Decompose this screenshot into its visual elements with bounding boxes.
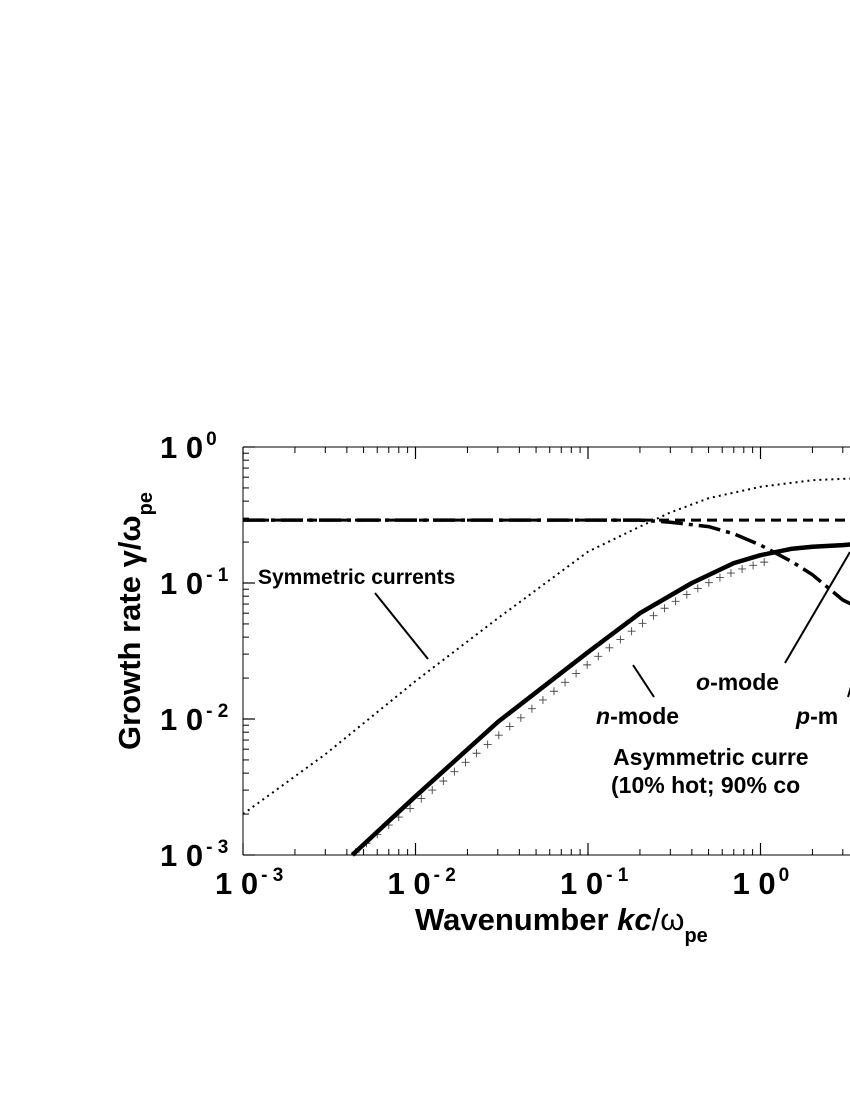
n-mode-marker [406,804,415,813]
x-axis-title-italic: kc [617,902,651,937]
n-mode-marker [549,687,558,696]
y-tick-label: 1 0- 2 [160,701,228,737]
n-mode-markers [351,558,769,857]
n-mode-marker [649,611,658,620]
x-axis-title-sub: pe [684,925,707,947]
y-axis-title-sub: pe [135,492,157,515]
o-mode-italic: o [696,669,710,695]
n-mode-marker [505,722,514,731]
n-mode-marker [715,573,724,582]
o-mode-line [243,518,850,606]
o-mode-leader-line [784,551,850,664]
n-mode-marker [638,619,647,628]
n-mode-marker [594,652,603,661]
n-mode-marker [738,564,747,573]
x-tick-label-exp: - 2 [434,865,456,886]
n-mode-marker [439,777,448,786]
n-mode-marker [450,767,459,776]
n-mode-marker [561,678,570,687]
y-axis-title-main: Growth rate γ/ω [112,515,147,750]
n-mode-marker [693,584,702,593]
y-tick-label-exp: - 3 [206,837,228,858]
y-tick-label-base: 1 0 [160,838,203,873]
n-mode-marker [572,669,581,678]
x-tick-label: 1 0- 1 [560,865,629,901]
y-axis-title: Growth rate γ/ωpe [112,492,157,750]
n-mode-marker [726,569,735,578]
n-mode-marker [527,704,536,713]
symmetric-leader-line [374,592,429,660]
n-mode-label: n-mode [596,703,679,729]
y-tick-label-exp: - 1 [206,565,229,586]
x-tick-label-base: 1 0 [388,866,431,901]
n-mode-line [350,542,850,857]
x-tick-label-base: 1 0 [733,866,776,901]
n-mode-marker [616,635,625,644]
minor-ticks [243,447,844,855]
x-axis-title: Wavenumber kc/ωpe [415,902,708,947]
n-mode-marker [704,578,713,587]
y-tick-label-base: 1 0 [160,430,203,465]
y-tick-label: 1 0- 3 [160,837,228,873]
n-mode-marker [583,660,592,669]
symmetric-line [242,477,850,815]
x-tick-label-exp: 0 [779,865,790,886]
asymmetric-label-line2: (10% hot; 90% co [611,772,800,798]
y-tick-label-base: 1 0 [160,702,203,737]
x-tick-label-base: 1 0 [215,866,258,901]
plot-frame [242,446,850,856]
y-tick-label-base: 1 0 [160,566,203,601]
p-mode-rest: -m [810,703,838,729]
n-mode-marker [749,561,758,570]
n-mode-marker [461,758,470,767]
n-mode-italic: n [596,703,610,729]
n-mode-marker [538,695,547,704]
p-mode-leader-line [847,686,850,698]
y-tick-label-exp: - 2 [206,701,228,722]
n-mode-leader-line [632,664,655,698]
series-lines [242,477,850,857]
n-mode-marker [627,627,636,636]
x-axis-title-main: Wavenumber [415,902,617,937]
symmetric-currents-label: Symmetric currents [258,566,455,589]
n-mode-marker [682,590,691,599]
y-tick-label: 1 0- 1 [160,565,229,601]
x-tick-label-exp: - 1 [606,865,629,886]
p-mode-label: p-m [795,703,838,729]
y-tick-label-exp: 0 [206,429,217,450]
n-mode-rest: -mode [610,703,679,729]
x-tick-label-base: 1 0 [560,866,603,901]
n-mode-marker [472,749,481,758]
n-mode-marker [483,740,492,749]
x-tick-label-exp: - 3 [261,865,283,886]
n-mode-marker [660,604,669,613]
asymmetric-label-line1: Asymmetric curre [613,744,809,770]
o-mode-rest: -mode [710,669,779,695]
x-axis-title-rest: /ω [652,902,685,937]
n-mode-marker [760,558,769,567]
x-tick-label: 1 0- 3 [215,865,283,901]
p-mode-italic: p [795,703,810,729]
o-mode-label: o-mode [696,669,779,695]
n-mode-marker [671,597,680,606]
n-mode-marker [428,786,437,795]
n-mode-marker [494,731,503,740]
x-tick-label: 1 0- 2 [388,865,456,901]
n-mode-marker [605,643,614,652]
major-ticks [242,446,762,856]
n-mode-marker [417,794,426,803]
n-mode-marker [516,713,525,722]
